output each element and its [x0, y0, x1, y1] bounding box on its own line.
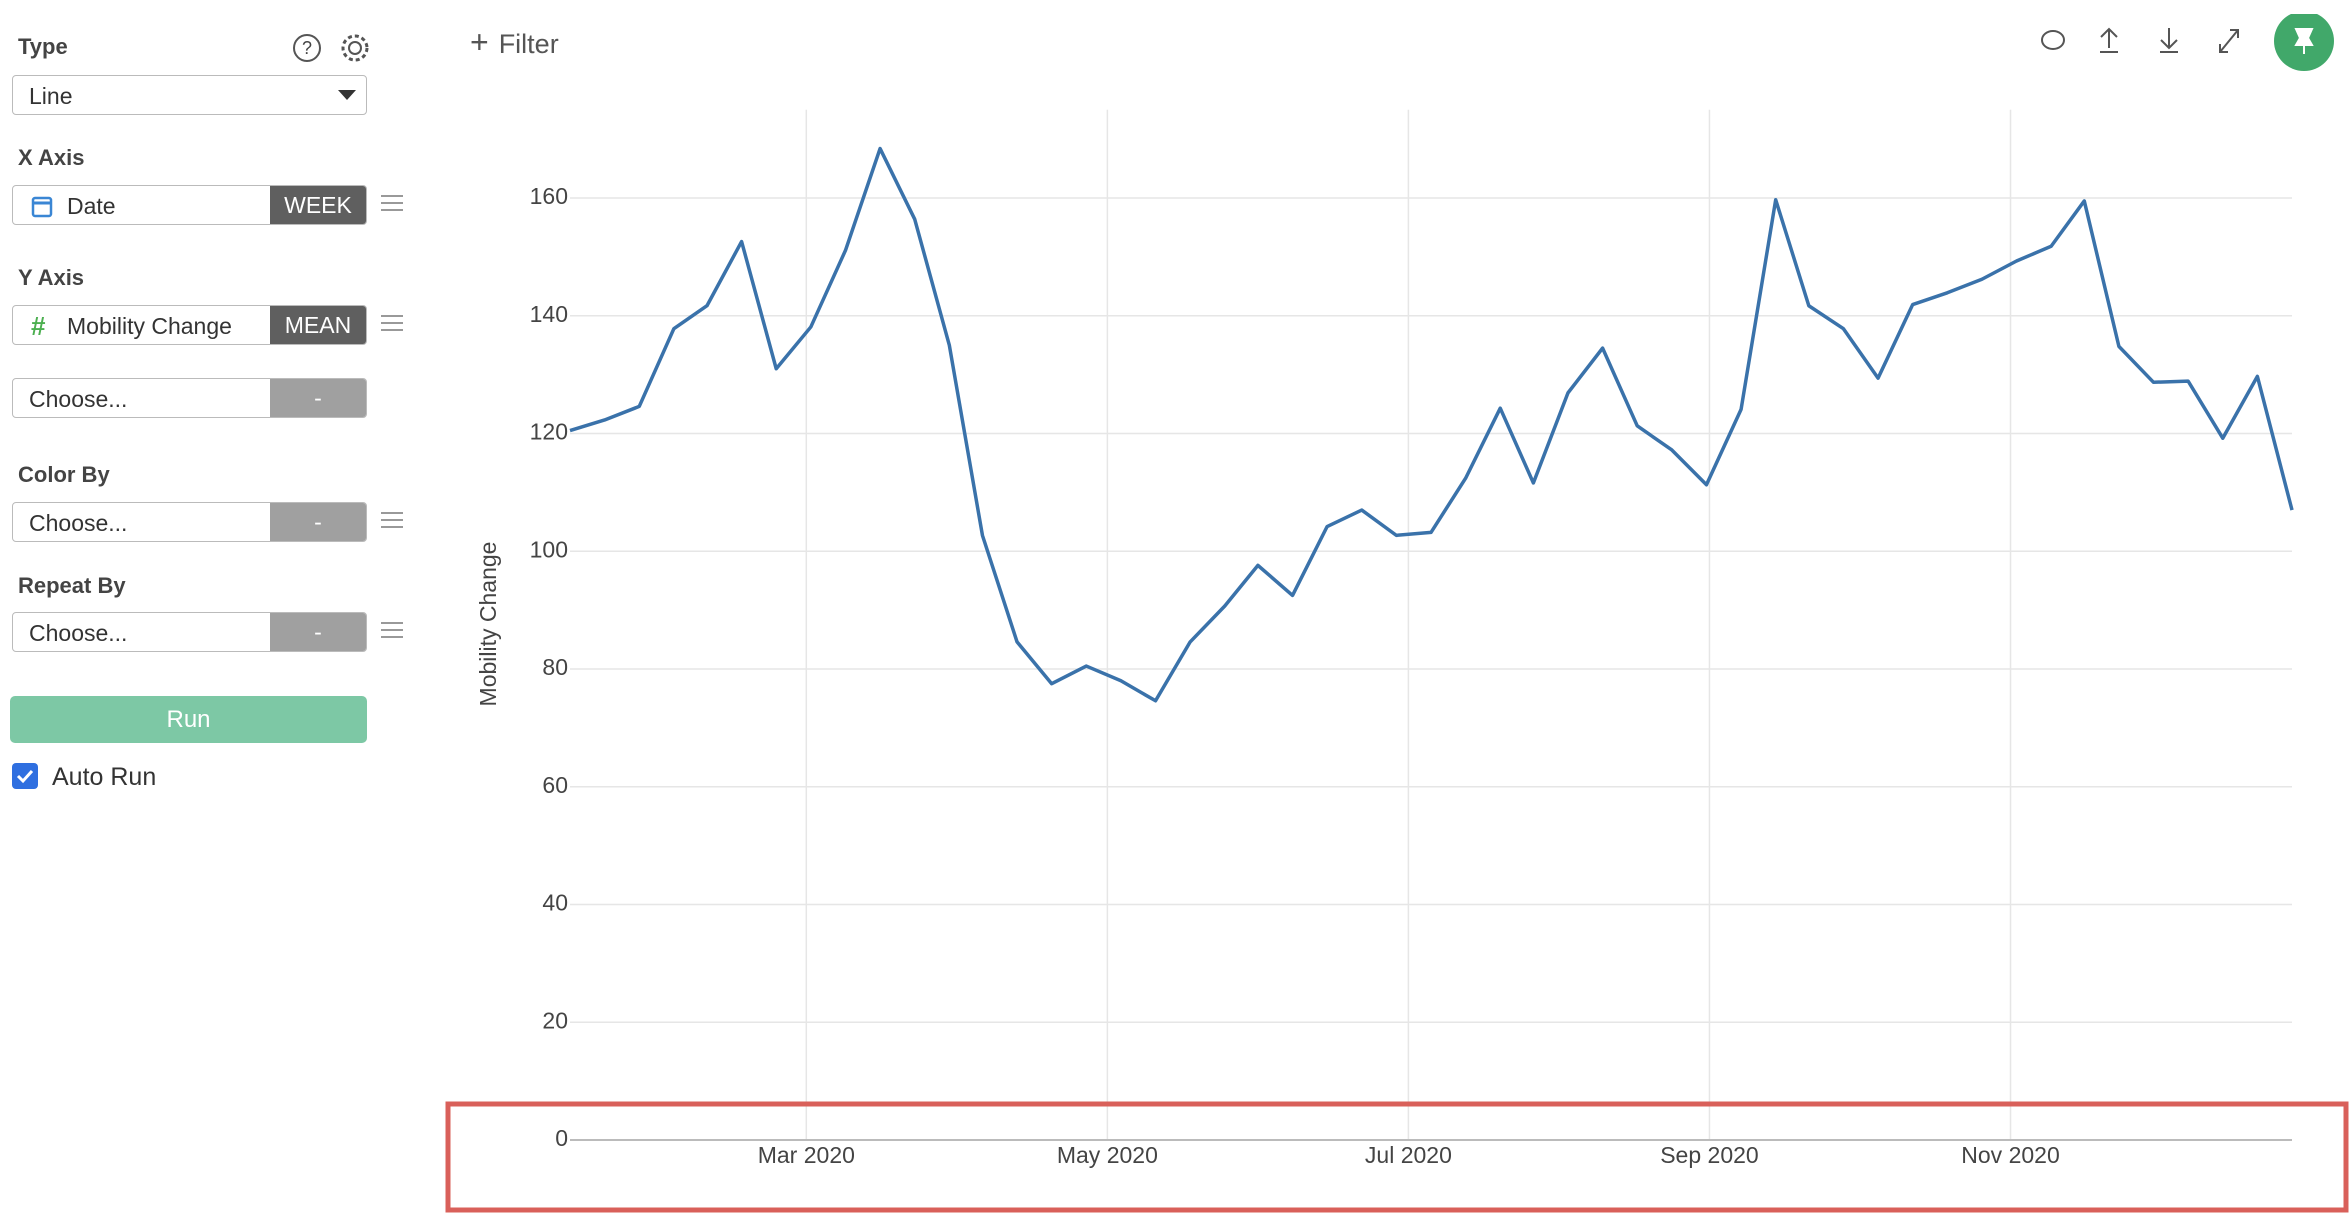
x-axis-label: X Axis [18, 145, 85, 170]
check-mark [16, 769, 34, 784]
menu-icon[interactable] [381, 617, 403, 643]
y-tick-label: 120 [530, 419, 568, 445]
filter-label: Filter [498, 29, 559, 59]
type-select[interactable]: Line [12, 75, 367, 115]
y-axis-label: Y Axis [18, 265, 85, 290]
y-tick-label: 0 [555, 1125, 568, 1151]
dropdown-arrow [338, 90, 356, 100]
y-tick-label: 100 [530, 536, 568, 562]
menu-icon[interactable] [381, 310, 403, 336]
y2-agg[interactable]: - [270, 379, 366, 417]
y-agg[interactable]: MEAN [270, 306, 366, 344]
y-tick-label: 60 [542, 772, 568, 798]
x-tick-label: Jul 2020 [1365, 1142, 1452, 1168]
y-tick-label: 140 [530, 301, 568, 327]
y-tick-label: 160 [530, 183, 568, 209]
color-by-field[interactable]: Choose... - [12, 502, 367, 542]
repeat-field: Choose... [29, 620, 128, 646]
type-label: Type [18, 34, 68, 59]
auto-run-label: Auto Run [52, 763, 157, 791]
repeat-agg[interactable]: - [270, 613, 366, 651]
type-value: Line [29, 83, 73, 109]
y-tick-label: 40 [542, 890, 568, 916]
plus-icon: + [470, 24, 489, 60]
repeat-by-field[interactable]: Choose... - [12, 612, 367, 652]
y-tick-label: 20 [542, 1007, 568, 1033]
x-tick-label: Nov 2020 [1961, 1142, 2059, 1168]
y-field: Mobility Change [67, 313, 232, 339]
auto-run-checkbox[interactable] [12, 763, 38, 789]
y2-field: Choose... [29, 386, 128, 412]
y-axis-title: Mobility Change [475, 542, 501, 707]
calendar-icon [31, 196, 53, 218]
run-button[interactable]: Run [10, 696, 367, 743]
x-tick-label: Sep 2020 [1660, 1142, 1758, 1168]
y-axis2-field[interactable]: Choose... - [12, 378, 367, 418]
header-icons[interactable]: ? [290, 30, 380, 66]
menu-icon[interactable] [381, 190, 403, 216]
x-axis-field[interactable]: Date WEEK [12, 185, 367, 225]
color-field: Choose... [29, 510, 128, 536]
data-line [569, 146, 2294, 703]
color-by-label: Color By [18, 462, 110, 487]
x-tick-label: May 2020 [1057, 1142, 1158, 1168]
x-field: Date [67, 193, 116, 219]
x-tick-label: Mar 2020 [758, 1142, 855, 1168]
number-icon: # [31, 311, 46, 341]
menu-icon[interactable] [381, 507, 403, 533]
y-axis-field[interactable]: # Mobility Change MEAN [12, 305, 367, 345]
x-agg[interactable]: WEEK [270, 186, 366, 224]
svg-text:?: ? [302, 38, 312, 58]
highlight-box [445, 1101, 2349, 1213]
repeat-by-label: Repeat By [18, 573, 126, 598]
y-tick-label: 80 [542, 654, 568, 680]
color-agg[interactable]: - [270, 503, 366, 541]
toolbar-icons[interactable] [2030, 14, 2350, 74]
filter-button[interactable]: + Filter [470, 24, 559, 61]
